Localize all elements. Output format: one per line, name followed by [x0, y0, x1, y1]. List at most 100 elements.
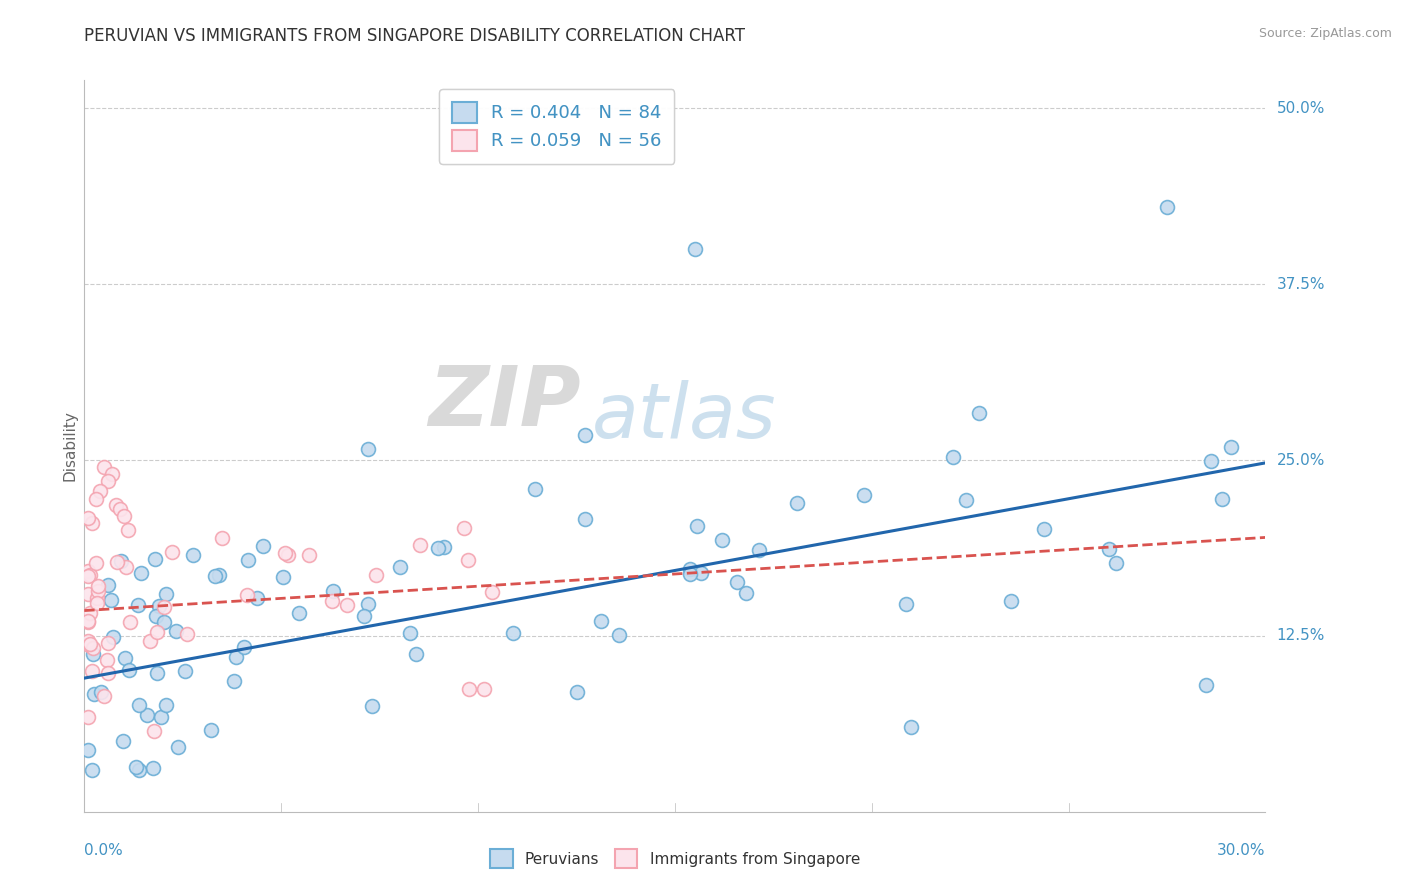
Text: 37.5%: 37.5% — [1277, 277, 1324, 292]
Point — [1201, 454, 1223, 468]
Point — [108, 502, 131, 516]
Point — [200, 723, 222, 738]
Point — [77, 709, 100, 723]
Point — [110, 554, 132, 568]
Point — [89, 483, 111, 498]
Point — [100, 592, 122, 607]
Point — [364, 568, 387, 582]
Point — [153, 599, 176, 614]
Point — [427, 541, 450, 555]
Point — [82, 648, 104, 662]
Text: Source: ZipAtlas.com: Source: ZipAtlas.com — [1258, 27, 1392, 40]
Point — [457, 681, 479, 696]
Point — [173, 664, 195, 678]
Point — [853, 488, 876, 502]
Text: PERUVIAN VS IMMIGRANTS FROM SINGAPORE DISABILITY CORRELATION CHART: PERUVIAN VS IMMIGRANTS FROM SINGAPORE DI… — [84, 27, 745, 45]
Point — [524, 482, 547, 496]
Point — [252, 539, 274, 553]
Point — [225, 649, 247, 664]
Point — [77, 743, 100, 757]
Point — [273, 546, 295, 560]
Point — [942, 450, 965, 465]
Point — [208, 568, 231, 582]
Point — [160, 545, 183, 559]
Point — [97, 474, 120, 488]
Point — [409, 538, 432, 552]
Point — [114, 650, 136, 665]
Point — [96, 653, 118, 667]
Point — [155, 587, 177, 601]
Point — [181, 548, 204, 562]
Point — [114, 560, 136, 574]
Point — [335, 599, 357, 613]
Point — [86, 596, 108, 610]
Point — [1000, 594, 1022, 608]
Point — [277, 549, 299, 563]
Point — [211, 531, 233, 545]
Point — [155, 698, 177, 713]
Point — [453, 521, 475, 535]
Point — [1032, 522, 1054, 536]
Point — [150, 710, 173, 724]
Point — [589, 614, 612, 628]
Point — [472, 682, 495, 697]
Point — [271, 570, 294, 584]
Point — [686, 519, 709, 533]
Point — [389, 559, 412, 574]
Point — [725, 575, 748, 590]
Point — [153, 615, 176, 629]
Point — [118, 615, 141, 629]
Point — [224, 674, 246, 689]
Text: 12.5%: 12.5% — [1277, 628, 1324, 643]
Point — [82, 516, 104, 531]
Point — [142, 723, 165, 738]
Point — [1219, 441, 1241, 455]
Point — [77, 614, 100, 628]
Point — [399, 626, 422, 640]
Point — [204, 568, 226, 582]
Point — [969, 406, 991, 420]
Text: 50.0%: 50.0% — [1277, 101, 1324, 116]
Point — [93, 689, 115, 703]
Text: atlas: atlas — [592, 380, 776, 454]
Point — [77, 564, 100, 578]
Point — [79, 568, 101, 582]
Point — [457, 553, 479, 567]
Point — [1105, 556, 1128, 570]
Text: 30.0%: 30.0% — [1218, 843, 1265, 858]
Point — [1195, 678, 1218, 692]
Point — [322, 584, 344, 599]
Point — [574, 428, 596, 442]
Point — [97, 578, 120, 592]
Point — [146, 665, 169, 680]
Point — [82, 763, 104, 777]
Point — [118, 663, 141, 677]
Point — [117, 524, 139, 538]
Point — [236, 588, 259, 602]
Point — [955, 492, 977, 507]
Point — [77, 634, 100, 648]
Point — [233, 640, 256, 654]
Point — [93, 460, 115, 475]
Point — [353, 608, 375, 623]
Point — [321, 594, 343, 608]
Point — [176, 627, 198, 641]
Point — [165, 624, 187, 638]
Point — [87, 579, 110, 593]
Point — [112, 509, 135, 524]
Point — [101, 630, 124, 644]
Point — [141, 761, 163, 775]
Point — [125, 760, 148, 774]
Point — [79, 638, 101, 652]
Point — [97, 636, 120, 650]
Point — [127, 599, 149, 613]
Text: 0.0%: 0.0% — [84, 843, 124, 858]
Point — [77, 587, 100, 601]
Point — [607, 628, 630, 642]
Point — [1211, 491, 1233, 506]
Point — [145, 608, 167, 623]
Point — [104, 498, 127, 512]
Point — [145, 624, 167, 639]
Point — [84, 556, 107, 570]
Point — [356, 442, 378, 456]
